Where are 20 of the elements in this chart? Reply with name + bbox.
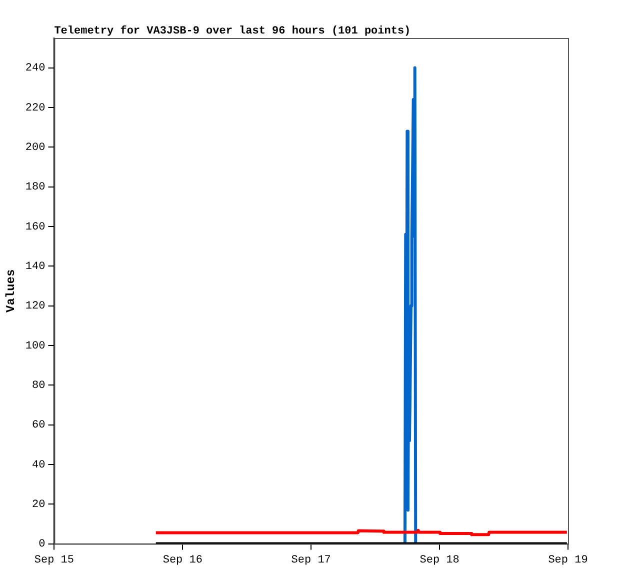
- x-tick-label: Sep 15: [34, 554, 74, 566]
- x-tick-label: Sep 16: [162, 554, 202, 566]
- y-tick-label: 240: [25, 62, 46, 75]
- x-tick-label: Sep 17: [291, 554, 331, 566]
- y-tick-label: 100: [25, 340, 46, 352]
- x-tick-label: Sep 19: [548, 554, 588, 566]
- x-tick-label: Sep 18: [420, 554, 460, 566]
- y-tick-label: 0: [38, 538, 46, 551]
- y-tick-label: 200: [25, 142, 46, 154]
- y-tick-label: 120: [25, 300, 46, 313]
- y-tick-label: 220: [25, 102, 46, 114]
- y-tick-label: 160: [25, 221, 46, 234]
- y-tick-label: 20: [32, 499, 46, 512]
- y-tick-label: 140: [25, 261, 46, 274]
- y-tick-label: 180: [25, 182, 46, 194]
- y-tick-label: 60: [32, 420, 46, 432]
- y-tick-label: 40: [32, 459, 46, 472]
- chart-title: Telemetry for VA3JSB-9 over last 96 hours (101 points): [54, 24, 411, 38]
- y-tick-label: 80: [32, 380, 46, 392]
- y-axis-title: Values: [4, 269, 18, 313]
